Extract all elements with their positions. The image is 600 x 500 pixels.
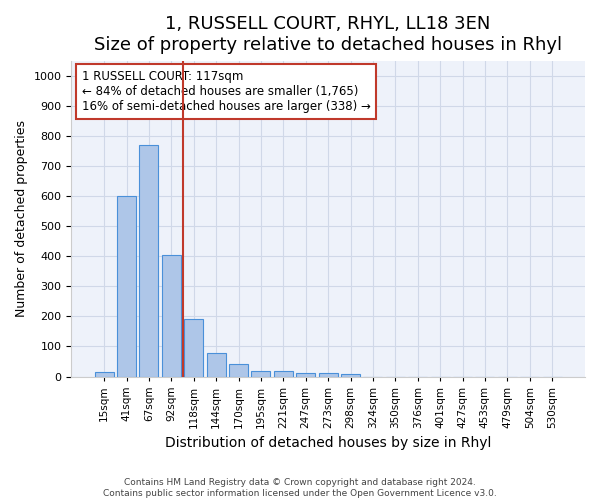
Bar bbox=[184, 320, 203, 376]
Bar bbox=[139, 145, 158, 376]
X-axis label: Distribution of detached houses by size in Rhyl: Distribution of detached houses by size … bbox=[165, 436, 491, 450]
Bar bbox=[319, 373, 338, 376]
Bar bbox=[95, 372, 113, 376]
Bar bbox=[274, 371, 293, 376]
Bar bbox=[296, 373, 315, 376]
Bar bbox=[251, 371, 271, 376]
Y-axis label: Number of detached properties: Number of detached properties bbox=[15, 120, 28, 317]
Bar bbox=[229, 364, 248, 376]
Bar bbox=[162, 255, 181, 376]
Bar bbox=[206, 353, 226, 376]
Text: Contains HM Land Registry data © Crown copyright and database right 2024.
Contai: Contains HM Land Registry data © Crown c… bbox=[103, 478, 497, 498]
Text: 1 RUSSELL COURT: 117sqm
← 84% of detached houses are smaller (1,765)
16% of semi: 1 RUSSELL COURT: 117sqm ← 84% of detache… bbox=[82, 70, 370, 114]
Title: 1, RUSSELL COURT, RHYL, LL18 3EN
Size of property relative to detached houses in: 1, RUSSELL COURT, RHYL, LL18 3EN Size of… bbox=[94, 15, 562, 54]
Bar bbox=[341, 374, 360, 376]
Bar bbox=[117, 196, 136, 376]
